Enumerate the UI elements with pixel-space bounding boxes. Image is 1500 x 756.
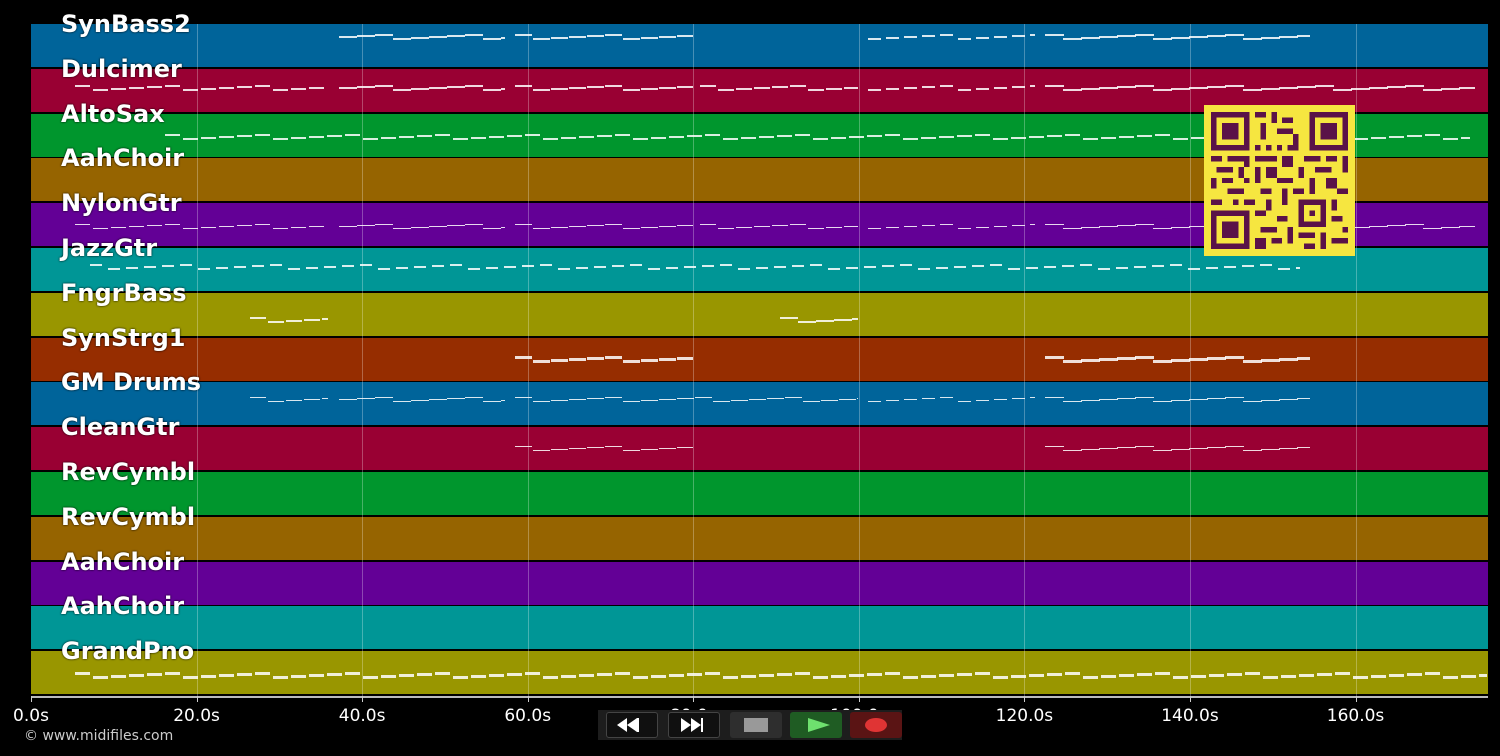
axis-tick-label: 40.0s — [338, 706, 386, 726]
axis-tick-label: 140.0s — [1161, 706, 1219, 726]
fast-forward-button[interactable] — [668, 712, 720, 738]
record-icon — [865, 718, 887, 732]
track-label: RevCymbl — [61, 458, 196, 486]
qr-code — [1204, 105, 1355, 256]
stop-icon — [744, 718, 768, 732]
track-lane — [31, 606, 1488, 651]
axis-tick — [1024, 696, 1026, 702]
time-axis — [31, 696, 1488, 698]
track-label: AahChoir — [61, 144, 185, 173]
axis-tick-label: 160.0s — [1326, 706, 1385, 726]
axis-tick-label: 20.0s — [173, 706, 220, 726]
axis-tick — [527, 696, 529, 702]
track-label: AltoSax — [61, 99, 165, 128]
track-label: JazzGtr — [61, 234, 158, 262]
axis-tick — [693, 696, 695, 702]
track-label: AahChoir — [61, 592, 185, 621]
track-label: AahChoir — [61, 547, 185, 576]
axis-tick — [362, 696, 364, 702]
track-lane — [31, 651, 1488, 696]
axis-tick — [858, 696, 860, 702]
track-label: Dulcimer — [61, 54, 182, 83]
track-label: GM Drums — [61, 368, 202, 397]
track-lane — [31, 382, 1488, 427]
stop-button[interactable] — [730, 712, 782, 738]
axis-tick-label: 60.0s — [504, 706, 552, 726]
track-label: SynStrg1 — [61, 323, 186, 352]
track-lane — [31, 516, 1488, 561]
rewind-button[interactable] — [606, 712, 658, 738]
fast-forward-icon — [681, 718, 703, 732]
track-lane — [31, 427, 1488, 472]
copyright-text: © www.midifiles.com — [24, 728, 174, 744]
track-lane — [31, 24, 1488, 68]
track-lane — [31, 292, 1488, 337]
track-lanes: SynBass2 Dulcimer AltoSax AahChoir NylonGtr J… — [31, 12, 1488, 696]
play-icon — [808, 718, 830, 732]
track-lane — [31, 337, 1488, 382]
track-label: NylonGtr — [61, 189, 182, 218]
axis-tick-label: 0.0s — [13, 706, 49, 726]
track-label: RevCymbl — [61, 502, 196, 531]
axis-tick-label: 120.0s — [995, 706, 1054, 726]
track-lane — [31, 472, 1488, 516]
axis-tick — [1355, 696, 1357, 702]
track-lane — [31, 561, 1488, 606]
track-label: GrandPno — [61, 637, 195, 666]
axis-tick — [1189, 696, 1191, 702]
rewind-icon — [617, 718, 639, 732]
axis-tick — [31, 696, 32, 702]
play-button[interactable] — [790, 712, 842, 738]
track-label: CleanGtr — [61, 413, 180, 442]
track-label: SynBass2 — [61, 10, 191, 38]
record-button[interactable] — [850, 712, 902, 738]
axis-tick — [196, 696, 198, 702]
transport-controls — [598, 710, 902, 740]
track-label: FngrBass — [61, 278, 187, 307]
